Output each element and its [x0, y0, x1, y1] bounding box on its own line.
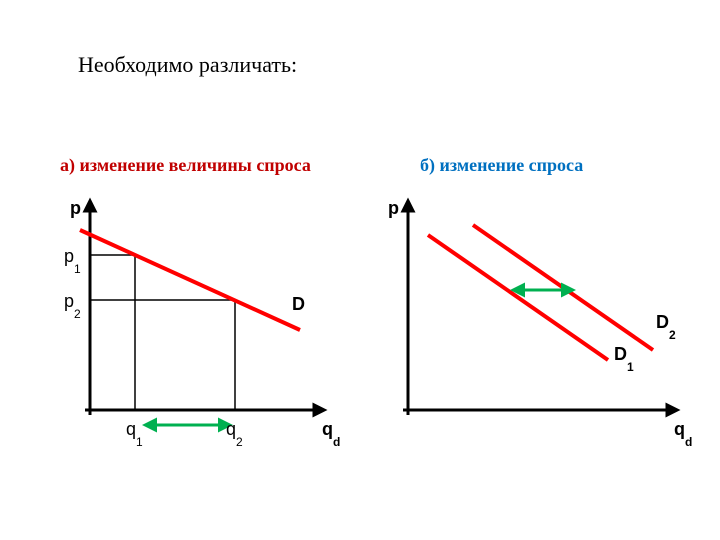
left-y-label: p: [70, 198, 81, 218]
left-x-label: qd: [322, 419, 340, 449]
left-p1-label: p1: [64, 246, 81, 276]
left-q1-label: q1: [126, 419, 143, 449]
right-x-label: qd: [674, 419, 692, 449]
right-y-label: p: [388, 198, 399, 218]
left-chart: p qd p1 p2 q1 q2 D: [60, 200, 360, 460]
right-d2-line: [473, 225, 653, 350]
left-heading: а) изменение величины спроса: [60, 155, 311, 176]
right-d1-label: D1: [614, 344, 634, 374]
right-d2-label: D2: [656, 312, 676, 342]
right-chart: p qd D1 D2: [388, 200, 698, 460]
left-demand-line: [80, 230, 300, 330]
left-p2-label: p2: [64, 291, 81, 321]
left-q2-label: q2: [226, 419, 243, 449]
right-heading: б) изменение спроса: [420, 155, 583, 176]
right-d1-line: [428, 235, 608, 360]
left-demand-label: D: [292, 294, 305, 314]
page-title: Необходимо различать:: [78, 52, 297, 78]
